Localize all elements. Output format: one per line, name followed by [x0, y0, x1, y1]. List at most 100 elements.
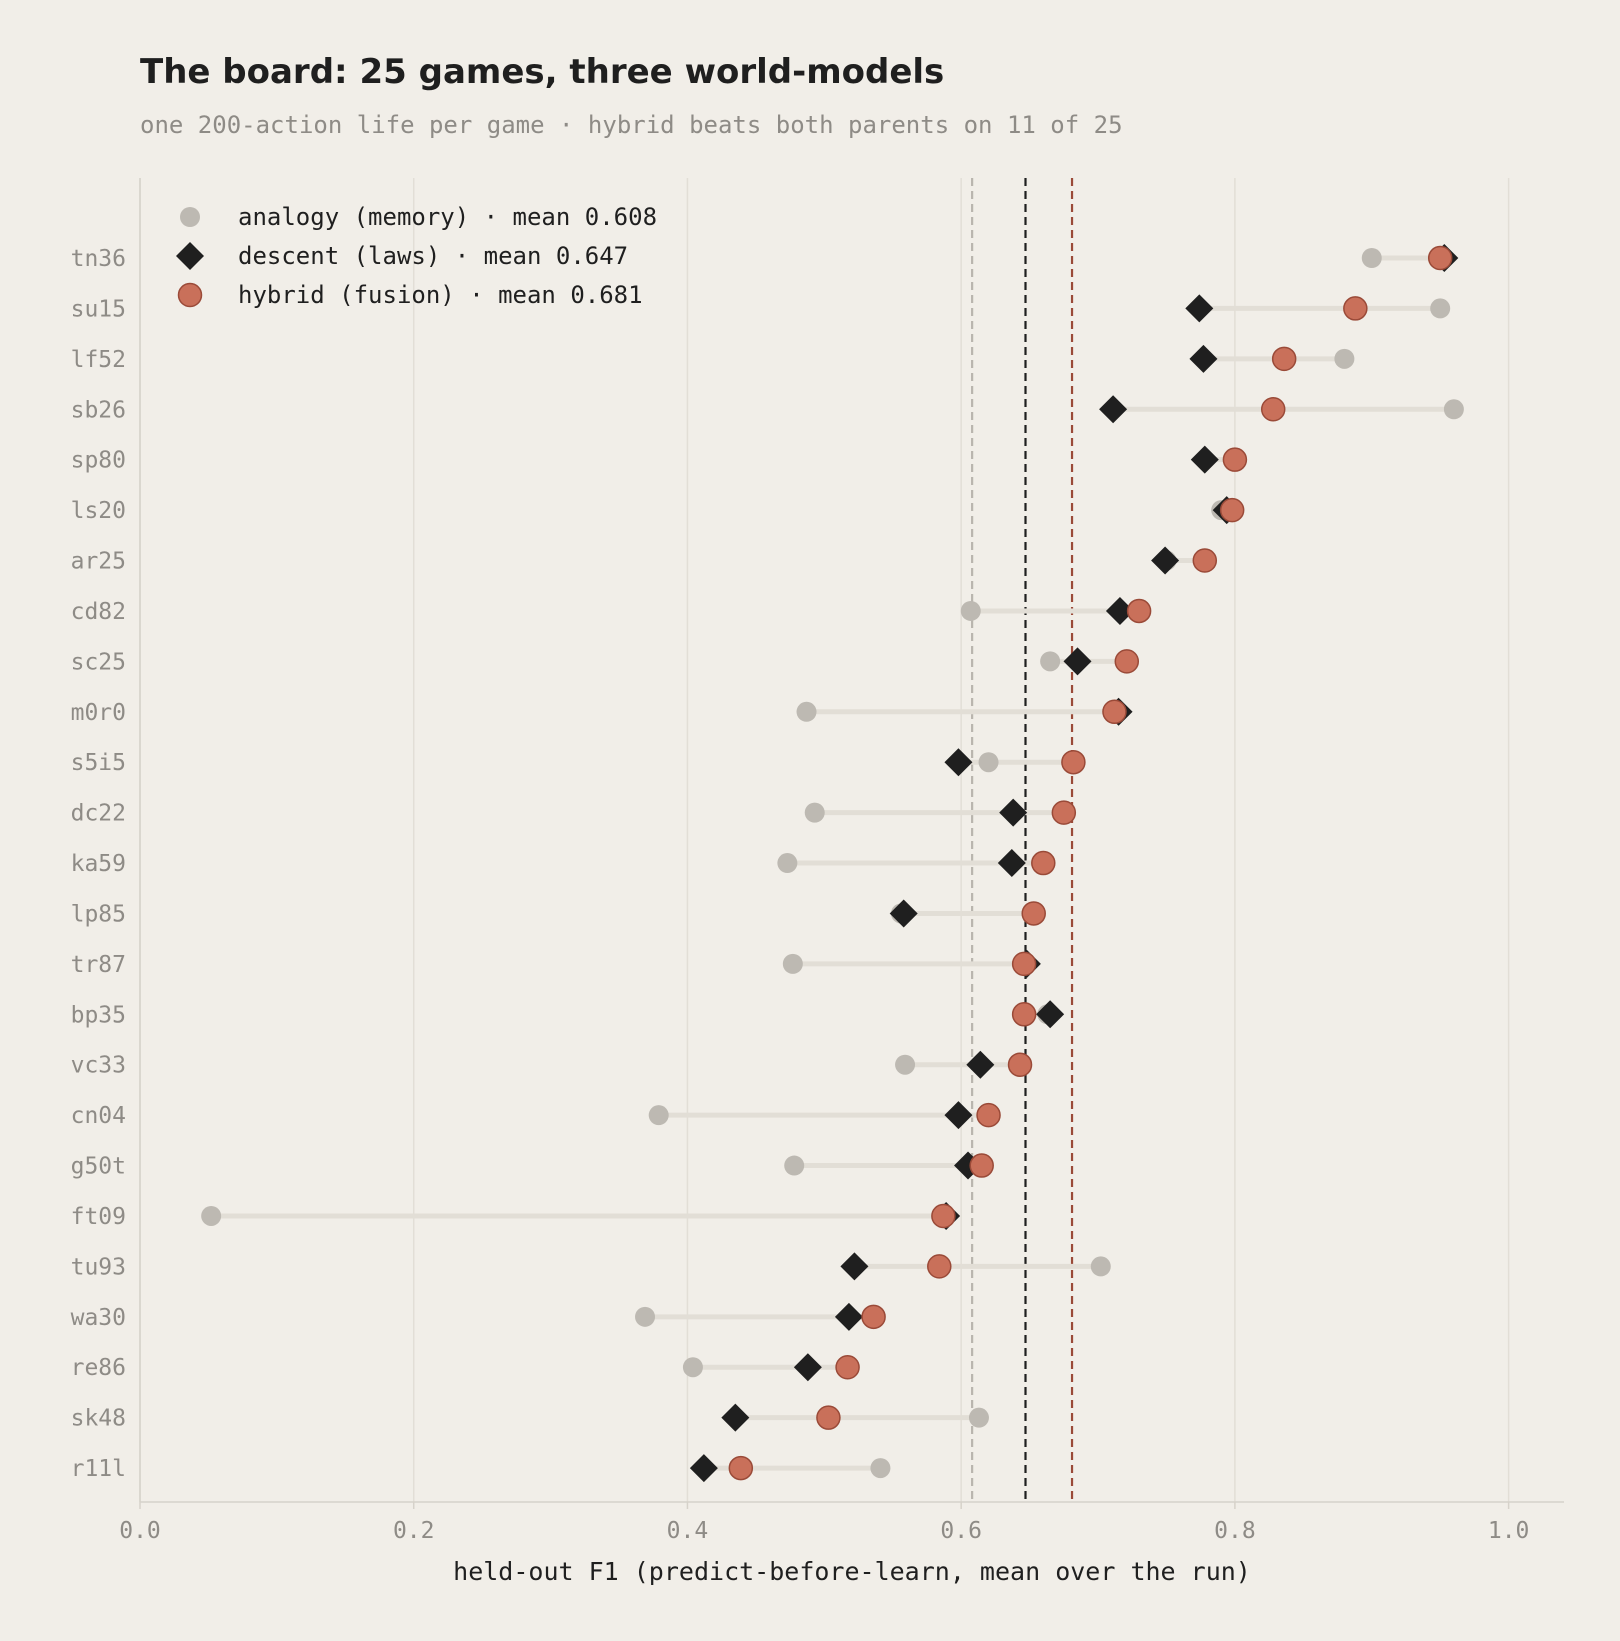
hybrid-point: [1343, 296, 1368, 321]
analogy-point: [635, 1306, 656, 1327]
descent-point: [1190, 445, 1219, 474]
category-label: sb26: [71, 397, 126, 423]
descent-point: [1151, 546, 1180, 575]
analogy-point: [1430, 298, 1451, 319]
category-label: lf52: [71, 347, 126, 373]
category-label: vc33: [71, 1053, 126, 1079]
hybrid-point: [931, 1203, 956, 1229]
descent-point: [1099, 395, 1128, 424]
analogy-point: [1443, 399, 1464, 420]
axes: [139, 178, 1564, 1509]
analogy-point: [1361, 248, 1382, 268]
hybrid-point: [1222, 447, 1248, 472]
analogy-point: [968, 1407, 989, 1428]
connectors: [208, 255, 1457, 1471]
descent-point: [1036, 1000, 1065, 1029]
analogy-point: [784, 1155, 805, 1176]
legend-marker-hybrid: [177, 282, 203, 308]
analogy-point: [1334, 348, 1355, 369]
category-label: g50t: [71, 1154, 126, 1180]
analogy-point: [870, 1458, 891, 1479]
descent-point: [1105, 596, 1134, 625]
category-label: m0r0: [71, 700, 126, 726]
hybrid-point: [1007, 1052, 1033, 1077]
category-label: wa30: [71, 1305, 126, 1331]
analogy-point: [682, 1357, 703, 1378]
x-tick-labels: 0.0 0.2 0.4 0.6 0.8 1.0: [119, 1518, 1529, 1544]
category-label: cn04: [71, 1103, 126, 1129]
descent-point: [966, 1050, 995, 1079]
hybrid-point: [976, 1102, 1001, 1128]
descent-point: [999, 798, 1028, 827]
category-label: bp35: [71, 1002, 126, 1028]
hybrid-point: [1011, 951, 1037, 977]
hybrid-point: [1192, 548, 1218, 573]
x-axis-label: held-out F1 (predict-before-learn, mean …: [453, 1557, 1251, 1586]
hybrid-point: [1011, 1002, 1037, 1027]
hybrid-point: [728, 1455, 754, 1481]
category-label: ar25: [71, 549, 126, 575]
category-label: r11l: [71, 1456, 126, 1482]
descent-point: [834, 1302, 863, 1331]
category-label: ft09: [71, 1204, 126, 1230]
category-label: sp80: [71, 448, 126, 474]
legend-marker-analogy: [180, 207, 200, 227]
grid: [139, 178, 1510, 1502]
legend-label: analogy (memory) · mean 0.608: [238, 203, 657, 231]
hybrid-point: [1051, 800, 1077, 825]
category-label: ka59: [71, 851, 126, 877]
category-label: tn36: [71, 246, 126, 272]
hybrid-point: [969, 1153, 994, 1178]
category-label: cd82: [71, 599, 126, 625]
analogy-point: [960, 600, 981, 621]
category-label: ls20: [71, 498, 126, 524]
category-label: tr87: [71, 952, 126, 978]
descent-point: [997, 849, 1026, 878]
chart-subtitle: one 200-action life per game · hybrid be…: [140, 111, 1123, 139]
legend-label: descent (laws) · mean 0.647: [238, 242, 628, 270]
category-label: su15: [71, 296, 126, 322]
hybrid-point: [1114, 649, 1140, 674]
hybrid-point: [1260, 397, 1286, 422]
category-labels: tn36 su15 lf52 sb26 sp80 ls20 ar25 cd82 sc25 m0r0…: [71, 246, 126, 1482]
analogy-point: [796, 701, 817, 722]
hybrid-point: [927, 1254, 952, 1279]
legend: analogy (memory) · mean 0.608 descent (la…: [176, 203, 657, 309]
category-label: tu93: [71, 1254, 126, 1280]
category-label: sk48: [71, 1406, 126, 1432]
legend-label: hybrid (fusion) · mean 0.681: [238, 281, 643, 309]
category-label: lp85: [71, 901, 126, 927]
analogy-point: [1090, 1256, 1111, 1277]
analogy-point: [648, 1105, 669, 1126]
descent-point: [1063, 647, 1092, 676]
legend-marker-descent: [176, 242, 204, 270]
hybrid-point: [1061, 749, 1086, 775]
analogy-point: [1040, 651, 1061, 672]
hybrid-point: [835, 1354, 860, 1380]
category-label: dc22: [71, 801, 126, 827]
hybrid-point: [1031, 850, 1056, 876]
data-marks: [201, 244, 1464, 1483]
descent-point: [889, 899, 918, 928]
analogy-point: [782, 953, 803, 974]
descent-point: [721, 1403, 750, 1432]
descent-point: [689, 1454, 718, 1483]
hybrid-point: [1021, 901, 1046, 926]
x-tick-label: 0.2: [393, 1518, 435, 1544]
hybrid-point: [1219, 497, 1245, 523]
hybrid-point: [1271, 346, 1297, 372]
category-label: s5i5: [71, 750, 126, 776]
hybrid-point: [816, 1405, 841, 1430]
analogy-point: [978, 752, 999, 773]
descent-point: [1189, 344, 1218, 373]
x-tick-label: 0.4: [667, 1518, 709, 1544]
descent-point: [944, 1101, 973, 1130]
x-tick-label: 0.6: [940, 1518, 982, 1544]
x-tick-label: 1.0: [1488, 1518, 1530, 1544]
descent-point: [944, 748, 973, 777]
category-label: sc25: [71, 649, 126, 675]
analogy-point: [777, 853, 798, 874]
analogy-point: [804, 802, 825, 823]
descent-point: [1185, 294, 1214, 323]
